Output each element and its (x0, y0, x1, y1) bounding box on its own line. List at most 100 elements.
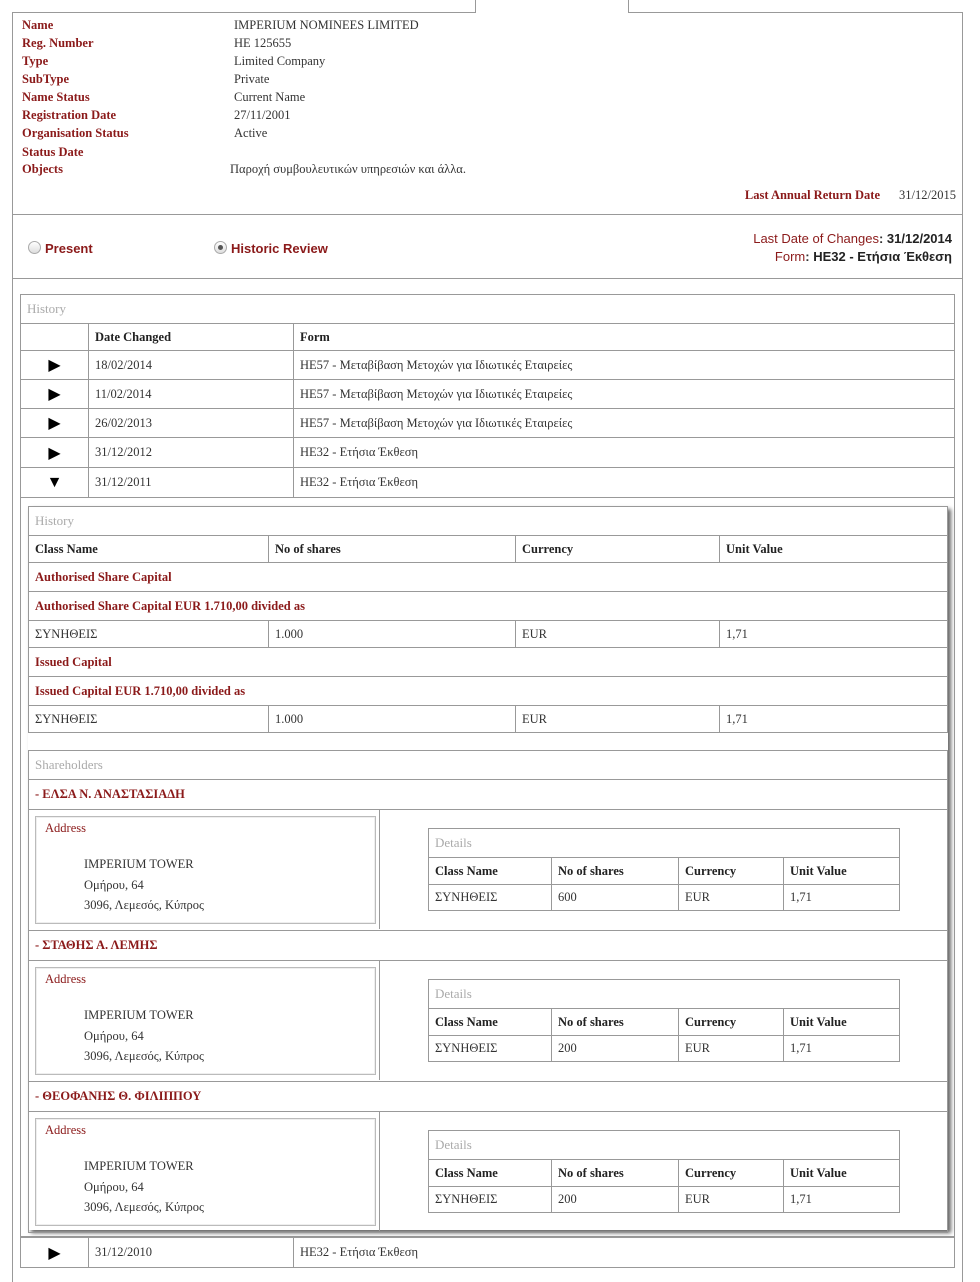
expanded-row (20, 497, 955, 1237)
active-tab[interactable] (475, 0, 629, 13)
currency-header: Currency (678, 1159, 784, 1187)
address-line: 3096, Λεμεσός, Κύπρος (84, 1049, 204, 1063)
history-row[interactable]: ▼ 31/12/2011 HE32 - Ετήσια Έκθεση (20, 467, 955, 498)
cell: 1,71 (719, 705, 948, 733)
field-label: Objects (22, 162, 63, 176)
expand-col-header (20, 323, 89, 351)
shareholder-name: - ΣΤΑΘΗΣ Α. ΛΕΜΗΣ (28, 930, 948, 961)
expand-triangle-icon[interactable]: ▶ (20, 379, 89, 409)
present-radio[interactable]: Present (28, 241, 93, 256)
history-table: History Date Changed Form ▶ 18/02/2014 HE57… (20, 294, 955, 498)
table-row: ΣΥΝΗΘΕΙΣ 1.000 EUR 1,71 (28, 705, 948, 733)
class-name-header: Class Name (428, 1008, 552, 1036)
radio-icon[interactable] (28, 241, 41, 254)
tab-border (628, 12, 963, 13)
field-value: Current Name (234, 90, 306, 104)
address-line: Ομήρου, 64 (84, 1179, 144, 1194)
address-box: Address IMPERIUM TOWER Ομήρου, 64 3096, … (35, 967, 376, 1075)
address-label: Address (45, 972, 86, 986)
form-header: Form (293, 323, 955, 351)
shareholder-block: Address IMPERIUM TOWER Ομήρου, 64 3096, … (28, 960, 948, 1082)
address-line: IMPERIUM TOWER (84, 1008, 194, 1022)
field-value: Παροχή συμβουλευτικών υπηρεσιών και άλλα… (230, 162, 466, 176)
divider (12, 214, 963, 215)
details-table: Details Class Name No of shares Currency Un… (428, 1130, 900, 1213)
unit-value-header: Unit Value (783, 1008, 900, 1036)
no-of-shares-header: No of shares (551, 1159, 679, 1187)
shareholders-section: Shareholders - ΕΛΣΑ Ν. ΑΝΑΣΤΑΣΙΑΔΗ Addre… (28, 750, 948, 1233)
cell: 1,71 (719, 620, 948, 648)
authorised-sub: Authorised Share Capital EUR 1.710,00 di… (28, 591, 948, 621)
field-label: Status Date (22, 145, 84, 159)
expand-triangle-icon[interactable]: ▶ (20, 437, 89, 468)
details-table: Details Class Name No of shares Currency Un… (428, 979, 900, 1062)
cell: EUR (515, 620, 720, 648)
cell: 1,71 (783, 884, 900, 911)
table-row: ΣΥΝΗΘΕΙΣ 600 EUR 1,71 (428, 884, 900, 911)
cell: ΣΥΝΗΘΕΙΣ (428, 884, 552, 911)
history-row[interactable]: ▶ 26/02/2013 HE57 - Μεταβίβαση Μετοχών για… (20, 408, 955, 438)
cell: 1.000 (268, 620, 516, 648)
expand-triangle-icon[interactable]: ▶ (20, 408, 89, 438)
present-label: Present (45, 241, 93, 256)
shareholder-block: Address IMPERIUM TOWER Ομήρου, 64 3096, … (28, 1111, 948, 1233)
cell: ΣΥΝΗΘΕΙΣ (28, 705, 269, 733)
history-detail-panel: History Class Name No of shares Currency Un… (28, 506, 948, 1233)
no-of-shares-header: No of shares (551, 857, 679, 885)
address-lines: IMPERIUM TOWER Ομήρου, 64 3096, Λεμεσός,… (84, 854, 204, 916)
history-row[interactable]: ▶ 31/12/2010 HE32 - Ετήσια Έκθεση (20, 1237, 955, 1268)
form-value: HE32 - Ετήσια Έκθεση (813, 249, 952, 264)
date-changed: 18/02/2014 (88, 350, 294, 380)
cell: 1,71 (783, 1035, 900, 1062)
history-row[interactable]: ▶ 11/02/2014 HE57 - Μεταβίβαση Μετοχών για… (20, 379, 955, 409)
form-name: HE32 - Ετήσια Έκθεση (293, 437, 955, 468)
cell: 200 (551, 1035, 679, 1062)
cell: 600 (551, 884, 679, 911)
no-of-shares-header: No of shares (268, 535, 516, 563)
field-label: Name (22, 18, 54, 32)
divider (12, 278, 963, 279)
cell: EUR (678, 1186, 784, 1213)
collapse-triangle-icon[interactable]: ▼ (20, 467, 89, 498)
details-title: Details (428, 979, 900, 1009)
field-value: IMPERIUM NOMINEES LIMITED (234, 18, 419, 32)
history-title: History (20, 294, 955, 324)
tab-border (12, 12, 476, 13)
table-row: ΣΥΝΗΘΕΙΣ 1.000 EUR 1,71 (28, 620, 948, 648)
details-title: Details (428, 1130, 900, 1160)
no-of-shares-header: No of shares (551, 1008, 679, 1036)
field-label: SubType (22, 72, 70, 86)
date-changed: 31/12/2010 (88, 1237, 294, 1268)
details-title: Details (428, 828, 900, 858)
class-name-header: Class Name (28, 535, 269, 563)
history-table-continued: ▶ 31/12/2010 HE32 - Ετήσια Έκθεση (20, 1237, 955, 1268)
table-row: ΣΥΝΗΘΕΙΣ 200 EUR 1,71 (428, 1186, 900, 1213)
cell: 1,71 (783, 1186, 900, 1213)
historic-review-radio[interactable]: Historic Review (214, 241, 328, 256)
last-annual-return-value: 31/12/2015 (899, 188, 956, 202)
shareholder-name: - ΘΕΟΦΑΝΗΣ Θ. ΦΙΛΙΠΠΟΥ (28, 1081, 948, 1112)
class-name-header: Class Name (428, 1159, 552, 1187)
detail-title: History (28, 506, 948, 536)
address-line: Ομήρου, 64 (84, 1028, 144, 1043)
date-changed: 26/02/2013 (88, 408, 294, 438)
field-label: Reg. Number (22, 36, 94, 50)
details-table: Details Class Name No of shares Currency Un… (428, 828, 900, 911)
field-label: Organisation Status (22, 126, 129, 140)
shareholder-block: Address IMPERIUM TOWER Ομήρου, 64 3096, … (28, 809, 948, 931)
unit-value-header: Unit Value (783, 1159, 900, 1187)
date-changed-header: Date Changed (88, 323, 294, 351)
expand-triangle-icon[interactable]: ▶ (20, 350, 89, 380)
address-line: IMPERIUM TOWER (84, 1159, 194, 1173)
radio-selected-icon[interactable] (214, 241, 227, 254)
currency-header: Currency (515, 535, 720, 563)
class-name-header: Class Name (428, 857, 552, 885)
address-line: 3096, Λεμεσός, Κύπρος (84, 1200, 204, 1214)
cell: 200 (551, 1186, 679, 1213)
history-row[interactable]: ▶ 18/02/2014 HE57 - Μεταβίβαση Μετοχών για… (20, 350, 955, 380)
cell: EUR (515, 705, 720, 733)
history-row[interactable]: ▶ 31/12/2012 HE32 - Ετήσια Έκθεση (20, 437, 955, 468)
expand-triangle-icon[interactable]: ▶ (20, 1237, 89, 1268)
cell: ΣΥΝΗΘΕΙΣ (28, 620, 269, 648)
cell: ΣΥΝΗΘΕΙΣ (428, 1035, 552, 1062)
